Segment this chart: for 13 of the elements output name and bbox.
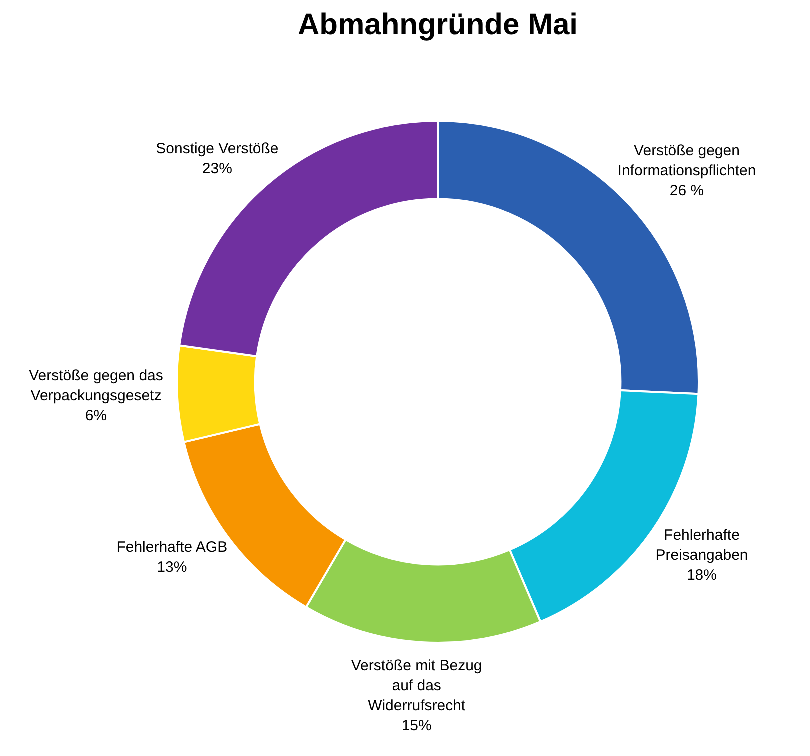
- chart-title: Abmahngründe Mai: [298, 8, 578, 42]
- slice-label: Verstöße gegen das Verpackungsgesetz: [29, 367, 164, 404]
- slice-label: Verstöße mit Bezug auf das Widerrufsrecht: [351, 658, 482, 715]
- slice-label: Fehlerhafte AGB: [116, 538, 228, 556]
- data-label: 15%: [402, 718, 432, 735]
- data-label: 13%: [157, 558, 188, 576]
- slice-label: Sonstige Verstöße: [156, 140, 279, 158]
- slice-label: Fehlerhafte Preisangaben: [656, 527, 748, 564]
- slice-label: Verstöße gegen Informationspflichten: [618, 142, 756, 180]
- data-label: 23%: [202, 160, 232, 178]
- data-label: 26 %: [670, 182, 704, 200]
- data-label: 18%: [686, 567, 717, 584]
- data-label: 6%: [85, 407, 108, 424]
